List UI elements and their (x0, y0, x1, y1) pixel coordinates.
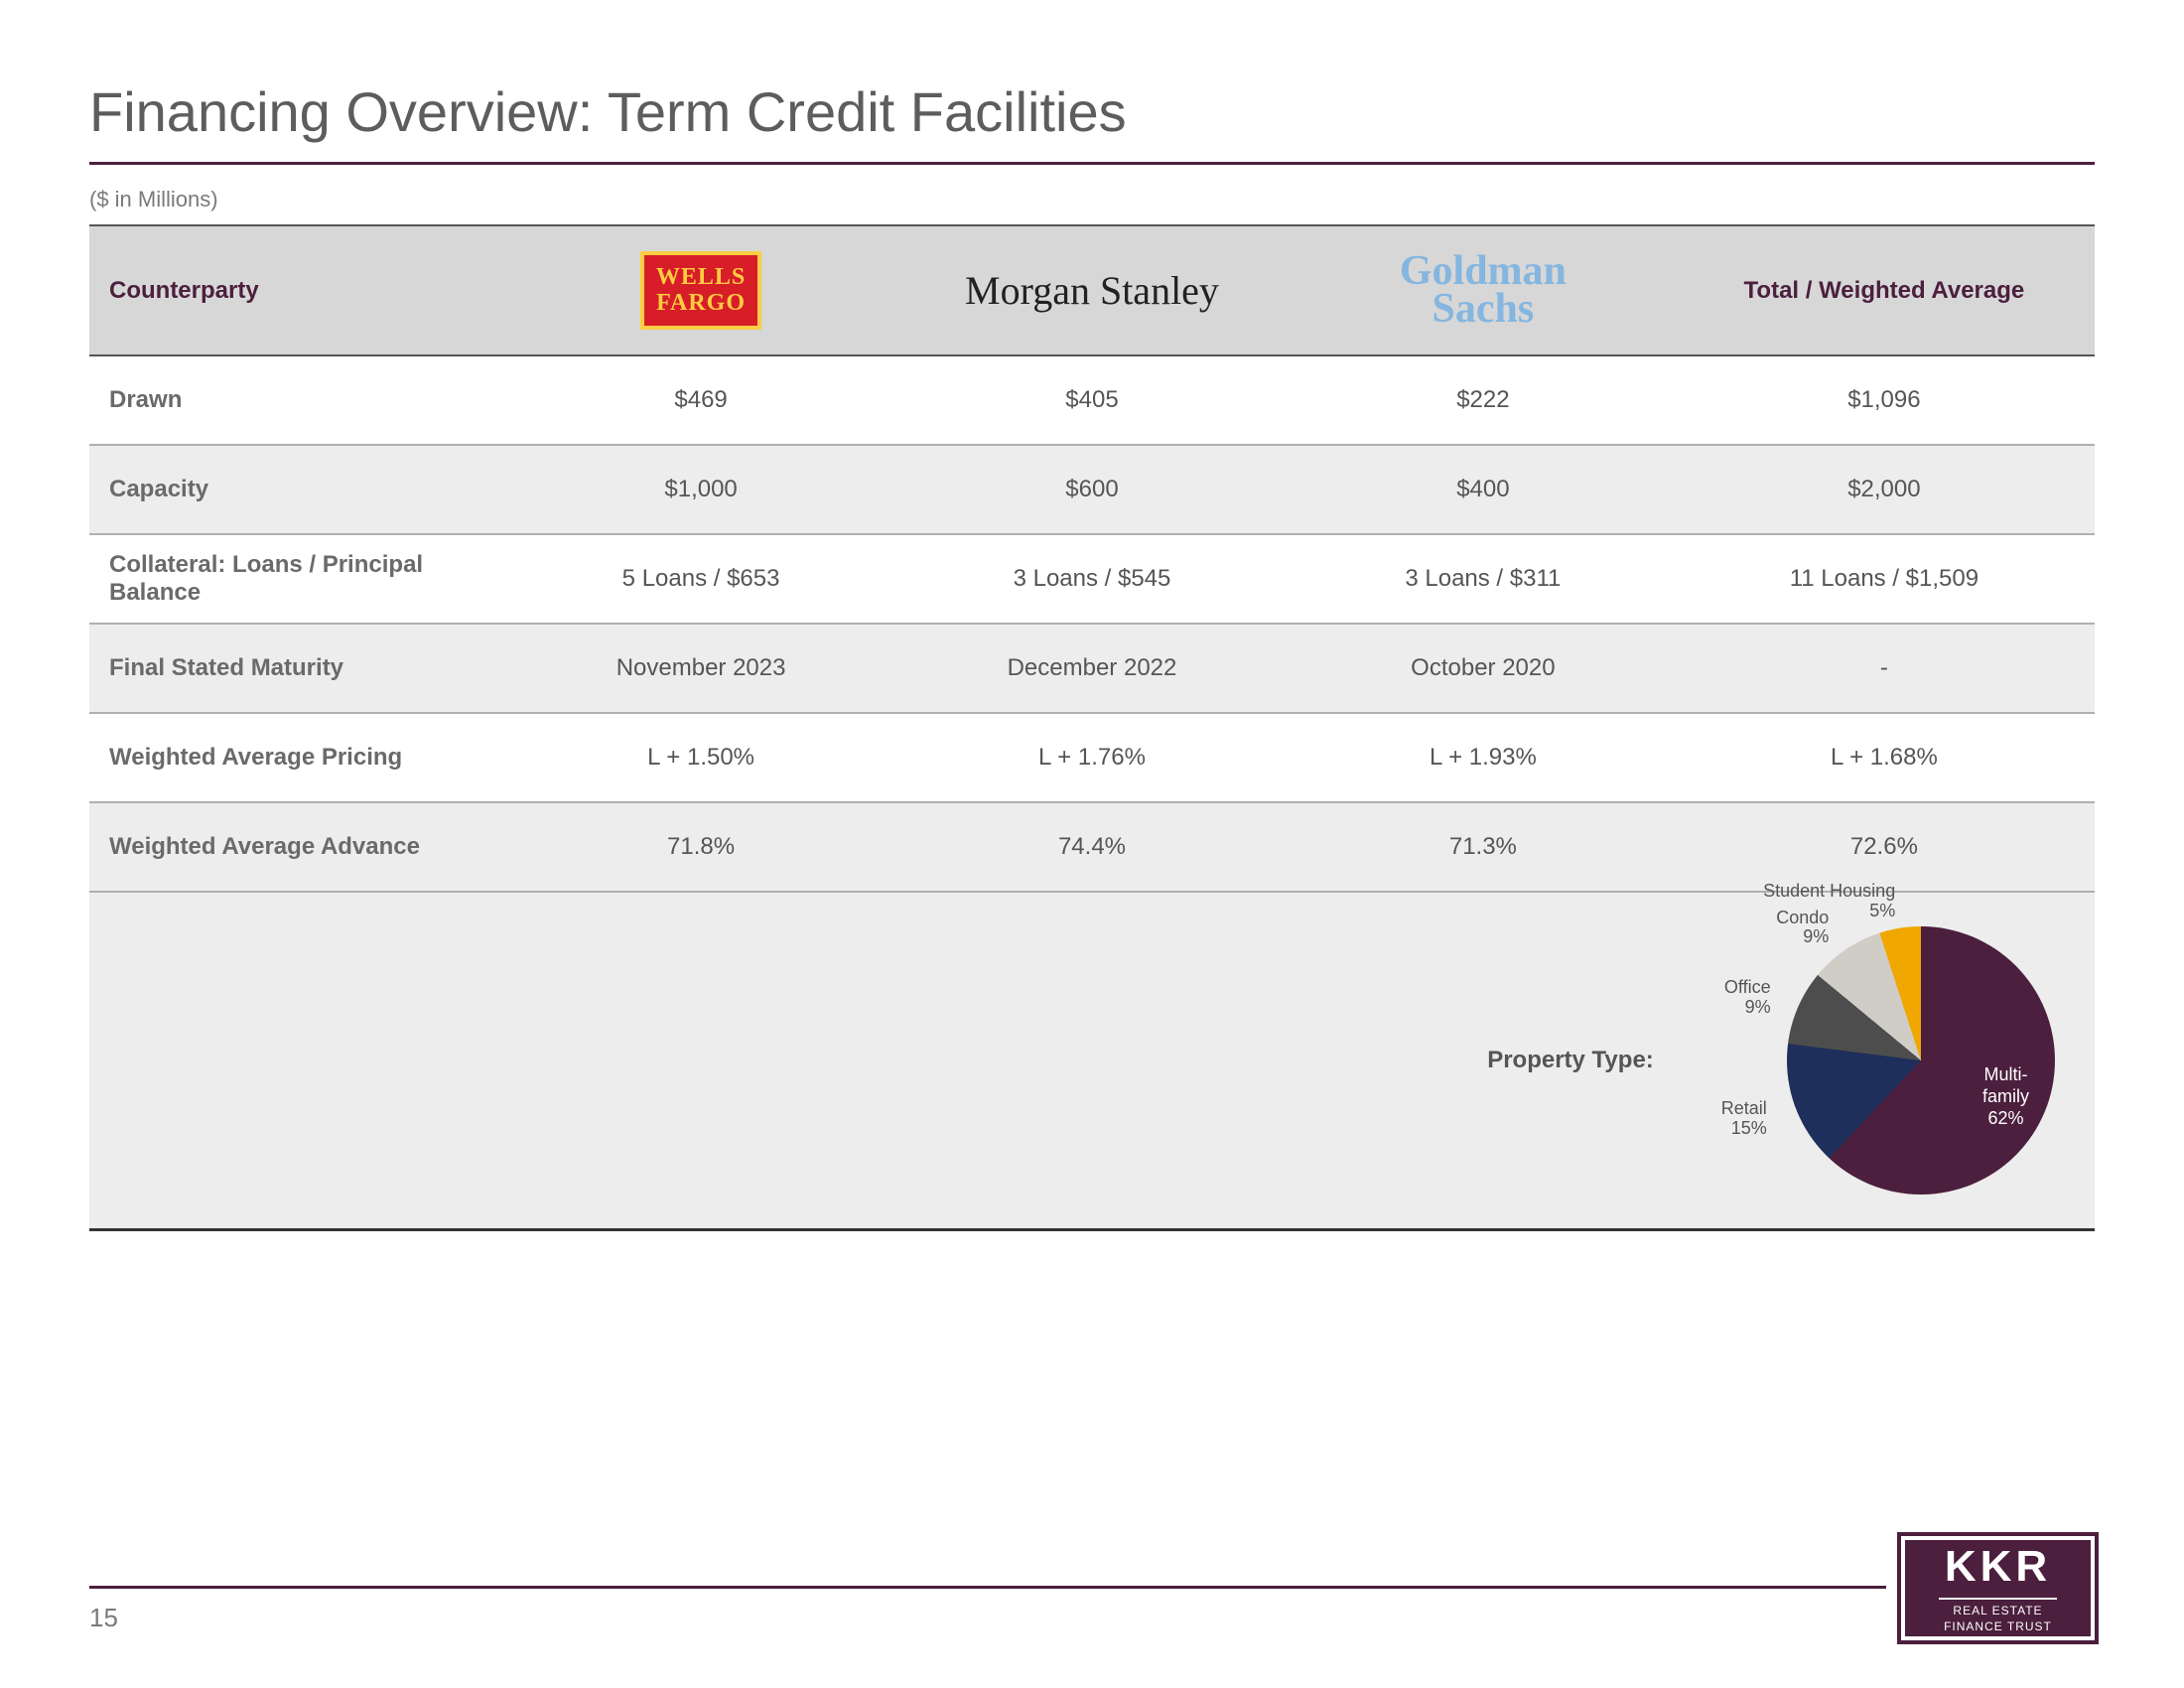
kkr-logo-main: KKR (1939, 1542, 2057, 1600)
table-row: Weighted Average PricingL + 1.50%L + 1.7… (89, 713, 2095, 802)
pie-slice-label: Office9% (1724, 978, 1771, 1018)
goldman-line1: Goldman (1293, 253, 1674, 291)
wells-fargo-line1: WELLS (656, 265, 746, 290)
row-value: 5 Loans / $653 (510, 534, 891, 624)
page-number: 15 (89, 1603, 118, 1633)
row-value: L + 1.50% (510, 713, 891, 802)
row-value: 71.8% (510, 802, 891, 892)
pie-container: Multi-family62%Retail15%Office9%Condo9%S… (1674, 893, 2095, 1228)
pie-slice-label: Retail15% (1721, 1099, 1767, 1139)
row-value: $600 (891, 445, 1293, 534)
row-label: Weighted Average Pricing (89, 713, 510, 802)
table-row: Drawn$469$405$222$1,096 (89, 355, 2095, 445)
row-label: Capacity (89, 445, 510, 534)
property-type-row: Property Type: Multi-family62% Retail15% O… (89, 892, 2095, 1229)
row-value: $1,000 (510, 445, 891, 534)
morgan-stanley-logo: Morgan Stanley (965, 268, 1219, 313)
facilities-table: Counterparty WELLS FARGO Morgan Stanley … (89, 226, 2095, 1231)
pie-slice-label: Multi-family62% (1982, 1064, 2029, 1129)
row-value: $405 (891, 355, 1293, 445)
row-value: $469 (510, 355, 891, 445)
header-total: Total / Weighted Average (1674, 226, 2095, 355)
table-row: Collateral: Loans / Principal Balance5 L… (89, 534, 2095, 624)
row-value: 3 Loans / $311 (1293, 534, 1674, 624)
row-value: $2,000 (1674, 445, 2095, 534)
row-value: - (1674, 624, 2095, 713)
row-label: Drawn (89, 355, 510, 445)
row-value: October 2020 (1293, 624, 1674, 713)
property-type-label: Property Type: (1293, 892, 1674, 1229)
row-value: 3 Loans / $545 (891, 534, 1293, 624)
property-type-spacer (89, 892, 1293, 1229)
page-title: Financing Overview: Term Credit Faciliti… (89, 79, 2095, 144)
row-value: November 2023 (510, 624, 891, 713)
goldman-line2: Sachs (1293, 291, 1674, 329)
row-value: $222 (1293, 355, 1674, 445)
row-label: Collateral: Loans / Principal Balance (89, 534, 510, 624)
row-value: L + 1.76% (891, 713, 1293, 802)
header-row: Counterparty WELLS FARGO Morgan Stanley … (89, 226, 2095, 355)
row-value: 11 Loans / $1,509 (1674, 534, 2095, 624)
wells-fargo-logo: WELLS FARGO (640, 251, 761, 329)
title-rule (89, 162, 2095, 165)
kkr-logo: KKR REAL ESTATE FINANCE TRUST (1901, 1536, 2095, 1640)
property-type-chart-cell: Multi-family62%Retail15%Office9%Condo9%S… (1674, 892, 2095, 1229)
table-row: Weighted Average Advance71.8%74.4%71.3%7… (89, 802, 2095, 892)
goldman-sachs-logo: Goldman Sachs (1293, 253, 1674, 329)
row-value: $1,096 (1674, 355, 2095, 445)
row-value: $400 (1293, 445, 1674, 534)
header-goldman-sachs: Goldman Sachs (1293, 226, 1674, 355)
row-value: 74.4% (891, 802, 1293, 892)
row-value: L + 1.68% (1674, 713, 2095, 802)
header-counterparty: Counterparty (89, 226, 510, 355)
pie-slice-label: Student Housing5% (1763, 882, 1895, 921)
wells-fargo-line2: FARGO (656, 291, 746, 316)
table-row: Capacity$1,000$600$400$2,000 (89, 445, 2095, 534)
table-body: Drawn$469$405$222$1,096Capacity$1,000$60… (89, 355, 2095, 892)
units-subtitle: ($ in Millions) (89, 187, 2095, 212)
row-label: Weighted Average Advance (89, 802, 510, 892)
row-value: 71.3% (1293, 802, 1674, 892)
property-type-pie (1787, 926, 2055, 1195)
row-value: December 2022 (891, 624, 1293, 713)
kkr-logo-sub2: FINANCE TRUST (1944, 1619, 2052, 1635)
header-wells-fargo: WELLS FARGO (510, 226, 891, 355)
table-row: Final Stated MaturityNovember 2023Decemb… (89, 624, 2095, 713)
row-value: 72.6% (1674, 802, 2095, 892)
row-value: L + 1.93% (1293, 713, 1674, 802)
row-label: Final Stated Maturity (89, 624, 510, 713)
facilities-table-wrap: Counterparty WELLS FARGO Morgan Stanley … (89, 224, 2095, 1231)
header-morgan-stanley: Morgan Stanley (891, 226, 1293, 355)
footer-rule (89, 1586, 1886, 1589)
kkr-logo-sub1: REAL ESTATE (1953, 1604, 2042, 1619)
